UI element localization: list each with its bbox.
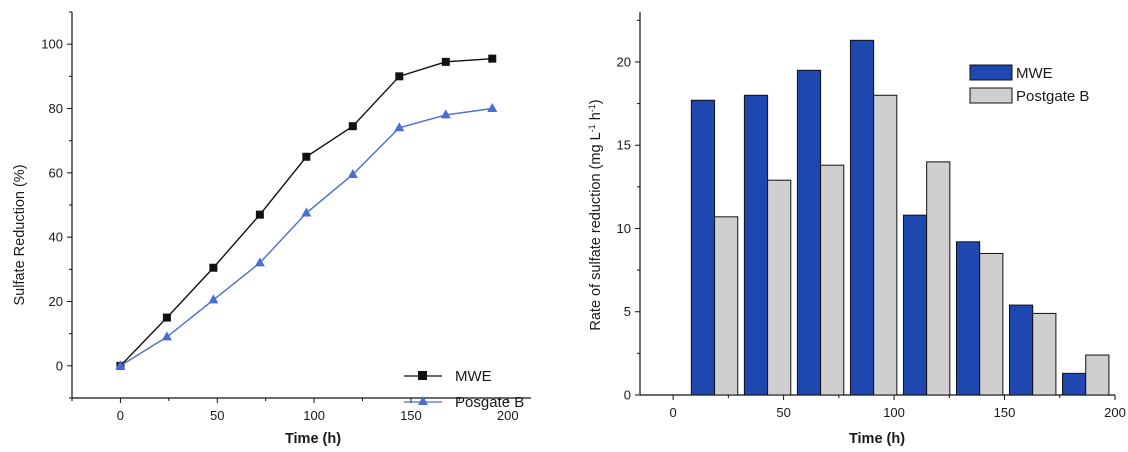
data-point-square <box>348 122 357 131</box>
sulfate-reduction-rate-bar-chart: Rate of sulfate reduction (mg L-1 h-1) T… <box>587 12 1126 447</box>
right-y-tick-label: 15 <box>617 138 631 153</box>
series-line <box>120 107 493 367</box>
right-x-tick-label: 50 <box>776 405 790 420</box>
data-point-triangle <box>440 109 451 119</box>
bar-postgate-b <box>1032 312 1057 396</box>
legend-label-postgate-b: Postgate B <box>1016 88 1089 105</box>
left-x-tick-label: 100 <box>303 408 325 423</box>
data-point-square <box>441 57 450 66</box>
left-y-tick-label: 100 <box>41 37 63 52</box>
right-x-tick-label: 100 <box>883 405 905 420</box>
right-x-tick-label: 200 <box>1104 405 1126 420</box>
bar-mwe <box>1009 304 1034 396</box>
right-legend: MWE Postgate B <box>969 64 1089 105</box>
legend-label-posgate-b: Posgate B <box>455 394 524 411</box>
data-point-triangle <box>208 294 219 304</box>
right-x-tick-label: 150 <box>994 405 1016 420</box>
left-x-tick-label: 0 <box>117 408 124 423</box>
legend-item-mwe: MWE <box>969 64 1053 82</box>
right-y-tick-label: 5 <box>624 304 631 319</box>
left-legend: MWE Posgate B <box>404 368 524 411</box>
left-y-tick-label: 20 <box>49 294 63 309</box>
bar-postgate-b <box>926 161 951 396</box>
legend-square-marker <box>418 371 427 380</box>
bar-postgate-b <box>1085 354 1110 396</box>
bar-mwe <box>849 39 875 396</box>
bar-postgate-b <box>714 216 739 396</box>
bar-mwe <box>902 214 928 396</box>
left-x-axis-title: Time (h) <box>285 431 341 447</box>
left-y-tick-label: 40 <box>49 230 63 245</box>
data-point-triangle <box>161 331 172 341</box>
left-y-tick-label: 0 <box>56 358 63 373</box>
left-series <box>115 54 498 370</box>
data-point-square <box>395 72 404 81</box>
legend-triangle-marker <box>418 396 428 405</box>
legend-item-mwe: MWE <box>404 368 492 385</box>
legend-item-posgate-b: Posgate B <box>404 394 524 411</box>
data-point-square <box>162 313 171 322</box>
legend-label-mwe: MWE <box>1016 65 1053 82</box>
right-y-tick-label: 20 <box>617 54 631 69</box>
left-y-tick-label: 60 <box>49 165 63 180</box>
right-y-tick-label: 10 <box>617 221 631 236</box>
series-mwe <box>116 54 497 370</box>
legend-swatch-mwe <box>969 64 1013 81</box>
bar-postgate-b <box>767 179 792 396</box>
left-y-axis-title: Sulfate Reduction (%) <box>12 164 28 305</box>
bar-mwe <box>690 99 716 396</box>
right-x-tick-label: 0 <box>670 405 677 420</box>
series-posgate-b <box>115 103 498 370</box>
bar-mwe <box>743 94 769 396</box>
data-point-triangle <box>254 257 265 267</box>
left-x-tick-label: 200 <box>497 408 519 423</box>
bar-postgate-b <box>979 252 1004 396</box>
right-y-axis-title: Rate of sulfate reduction (mg L-1 h-1) <box>587 99 604 330</box>
bar-postgate-b <box>873 94 898 396</box>
left-axis-lines <box>67 11 531 403</box>
bar-mwe <box>955 241 981 396</box>
right-bars <box>690 39 1110 396</box>
legend-label-mwe: MWE <box>455 368 492 385</box>
left-x-tick-label: 50 <box>210 408 224 423</box>
data-point-triangle <box>347 168 358 178</box>
left-tick-labels: 0 20 40 60 80 100 0 50 100 150 200 <box>41 37 518 423</box>
bar-mwe <box>1062 372 1087 396</box>
data-point-triangle <box>115 360 126 370</box>
right-y-tick-label: 0 <box>624 388 631 403</box>
data-point-triangle <box>301 207 312 217</box>
left-x-tick-label: 150 <box>400 408 422 423</box>
bar-postgate-b <box>820 164 845 396</box>
data-point-square <box>302 152 311 161</box>
data-point-square <box>488 54 497 63</box>
legend-item-postgate-b: Postgate B <box>969 87 1089 105</box>
data-point-triangle <box>487 103 498 112</box>
legend-swatch-postgate-b <box>969 87 1013 104</box>
right-x-axis-title: Time (h) <box>849 431 905 447</box>
data-point-square <box>255 210 264 219</box>
left-y-tick-label: 80 <box>49 101 63 116</box>
data-point-triangle <box>394 122 405 132</box>
data-point-square <box>209 263 218 272</box>
bar-mwe <box>796 69 822 396</box>
sulfate-reduction-line-chart: Sulfate Reduction (%) Time (h) 0 20 40 60 80… <box>12 11 531 447</box>
